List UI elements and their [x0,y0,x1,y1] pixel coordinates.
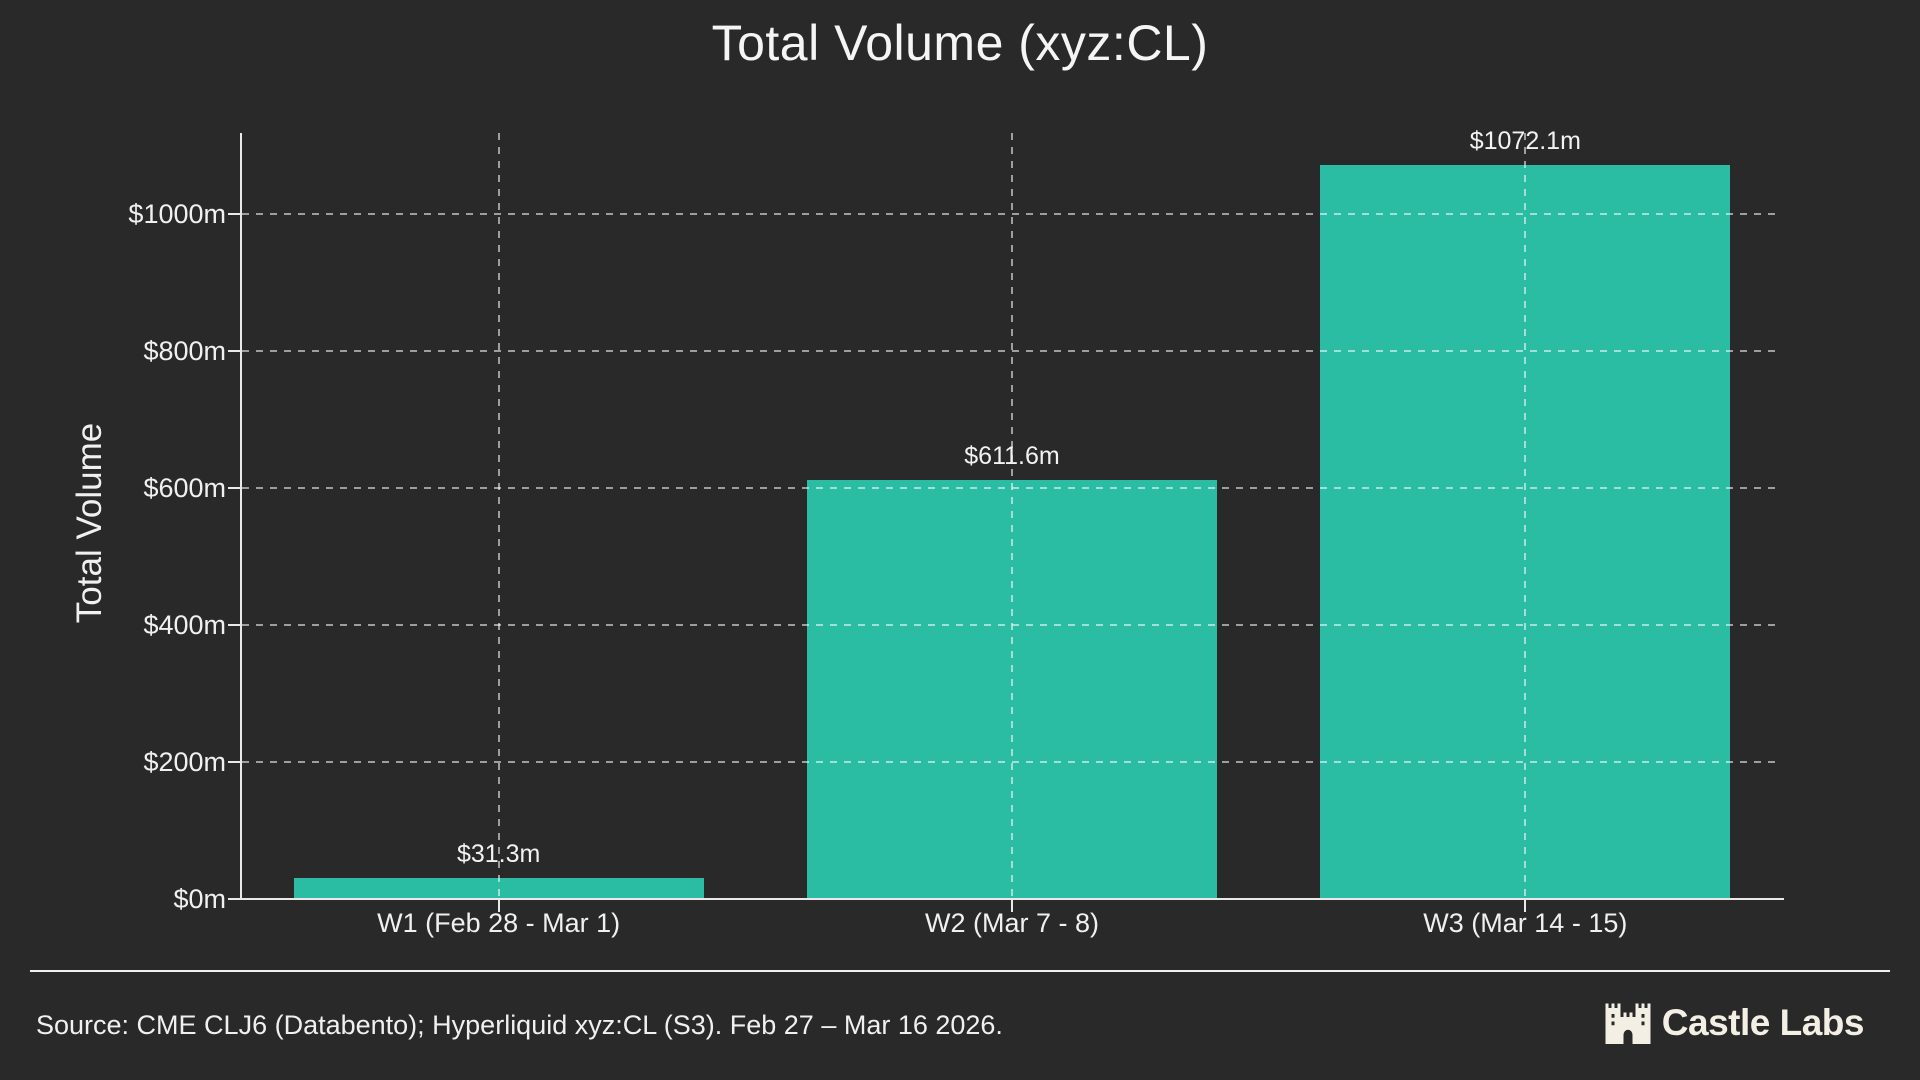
brand-text: Castle Labs [1661,1002,1865,1043]
y-tick-mark [228,624,240,626]
separator-line [30,970,1890,972]
x-tick-label: W1 (Feb 28 - Mar 1) [377,908,621,938]
y-tick-mark [228,898,240,900]
y-tick-mark [228,761,240,763]
bar-value-label: $611.6m [964,442,1060,471]
bar-value-label: $1072.1m [1469,126,1581,155]
source-text: Source: CME CLJ6 (Databento); Hyperliqui… [36,1010,1003,1040]
x-axis-spine [240,898,1784,900]
chart-title: Total Volume (xyz:CL) [711,15,1209,71]
gridline-v [1011,133,1013,899]
y-tick-mark [228,213,240,215]
bar-value-label: $31.3m [456,839,541,868]
y-tick-label: $0m [173,884,226,914]
castle-labs-logo: Castle Labs [1604,1000,1865,1046]
gridline-v [1524,133,1527,899]
y-axis-spine [240,133,242,900]
y-tick-label: $600m [143,473,226,503]
x-tick-mark [497,900,500,912]
y-tick-mark [228,350,240,352]
y-tick-label: $200m [143,747,226,777]
y-tick-label: $400m [143,610,226,640]
y-axis-label: Total Volume [70,422,109,624]
x-tick-label: W3 (Mar 14 - 15) [1423,908,1628,938]
y-tick-label: $800m [143,336,226,366]
castle-icon [1605,1003,1651,1044]
x-tick-mark [1524,900,1527,912]
gridline-v [497,133,500,899]
y-tick-mark [228,487,240,489]
y-tick-label: $1000m [128,199,226,229]
x-tick-label: W2 (Mar 7 - 8) [924,908,1099,938]
x-tick-mark [1011,900,1013,912]
